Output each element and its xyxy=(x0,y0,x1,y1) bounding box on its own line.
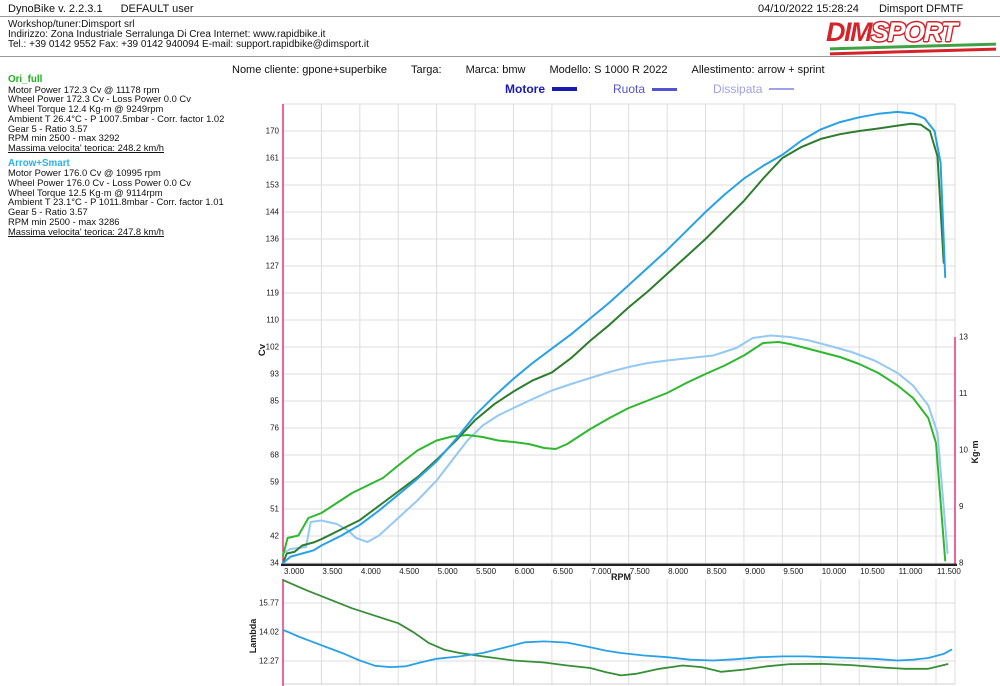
user-label: DEFAULT user xyxy=(120,3,194,15)
workshop-line-2: Indirizzo: Zona Industriale Serralunga D… xyxy=(8,29,326,40)
svg-text:110: 110 xyxy=(266,316,279,325)
svg-text:7.000: 7.000 xyxy=(591,567,612,576)
svg-text:102: 102 xyxy=(266,343,280,352)
workshop-line-1: Workshop/tuner:Dimsport srl xyxy=(8,19,135,30)
legend-motore-label: Motore xyxy=(505,82,545,96)
app-title: DynoBike v. 2.2.3.1 xyxy=(8,3,103,15)
logo-text-dim: DIM xyxy=(826,17,873,47)
dimsport-logo: DIMSPORT xyxy=(826,17,1000,56)
svg-text:5.000: 5.000 xyxy=(438,567,459,576)
svg-text:10.500: 10.500 xyxy=(860,567,885,576)
svg-text:153: 153 xyxy=(266,181,280,190)
curve-legend: Motore Ruota Dissipata xyxy=(505,82,830,96)
logo-divider xyxy=(0,56,1000,57)
client-info-bar: Nome cliente: gpone+superbike Targa: Marca… xyxy=(232,64,849,76)
legend-ruota: Ruota xyxy=(613,82,678,96)
logo-text-sport: SPORT xyxy=(871,17,958,47)
run-max-speed: Massima velocita' teorica: 248.2 km/h xyxy=(8,141,165,153)
svg-text:14.02: 14.02 xyxy=(259,628,280,637)
svg-text:9.500: 9.500 xyxy=(783,567,804,576)
svg-text:7.500: 7.500 xyxy=(630,567,651,576)
svg-text:15.77: 15.77 xyxy=(259,599,280,608)
legend-ruota-label: Ruota xyxy=(613,82,646,96)
run-arrow-smart: Arrow+Smart Motor Power 176.0 Cv @ 10995… xyxy=(8,157,234,237)
device-label: Dimsport DFMTF xyxy=(878,3,964,15)
run-stat-line: Ambient T 23.1°C - P 1011.8mbar - Corr. … xyxy=(8,196,224,208)
svg-text:Lambda: Lambda xyxy=(248,618,258,654)
run-stat-line: Wheel Torque 12.5 Kg·m @ 9114rpm xyxy=(8,186,163,198)
run-stat-line: Ambient T 26.4°C - P 1007.5mbar - Corr. … xyxy=(8,112,225,124)
svg-text:51: 51 xyxy=(270,505,279,514)
run-stat-line: RPM min 2500 - max 3286 xyxy=(8,215,120,227)
legend-ruota-line-swatch xyxy=(652,87,678,91)
svg-text:4.000: 4.000 xyxy=(361,567,382,576)
svg-text:4.500: 4.500 xyxy=(399,567,420,576)
legend-dissipata-line-swatch xyxy=(769,88,795,90)
run-title: Ori_full xyxy=(8,74,43,85)
svg-text:42: 42 xyxy=(270,532,279,541)
svg-text:10.000: 10.000 xyxy=(822,567,847,576)
svg-text:59: 59 xyxy=(270,478,279,487)
svg-text:85: 85 xyxy=(270,397,279,406)
client-setup: Allestimento: arrow + sprint xyxy=(691,64,825,76)
svg-text:11.500: 11.500 xyxy=(937,567,961,576)
svg-text:10: 10 xyxy=(959,446,968,455)
run-stat-line: RPM min 2500 - max 3292 xyxy=(8,132,120,144)
svg-text:3.000: 3.000 xyxy=(284,567,305,576)
client-plate: Targa: xyxy=(411,64,442,76)
header-divider xyxy=(0,16,1000,17)
svg-text:144: 144 xyxy=(266,208,280,217)
workshop-line-3: Tel.: +39 0142 9552 Fax: +39 0142 940094… xyxy=(8,39,369,50)
legend-dissipata: Dissipata xyxy=(713,82,795,96)
run-title: Arrow+Smart xyxy=(8,157,70,169)
run-results-panel: Ori_full Motor Power 172.3 Cv @ 11178 rp… xyxy=(8,75,234,242)
svg-text:11.000: 11.000 xyxy=(899,567,923,576)
svg-text:76: 76 xyxy=(270,424,279,433)
svg-text:6.000: 6.000 xyxy=(514,567,535,576)
svg-text:11: 11 xyxy=(959,389,968,398)
run-stat-line: Motor Power 176.0 Cv @ 10995 rpm xyxy=(8,167,161,179)
title-bar: DynoBike v. 2.2.3.1 DEFAULT user xyxy=(8,3,212,15)
datetime-label: 04/10/2022 15:28:24 xyxy=(758,3,859,15)
svg-text:8: 8 xyxy=(959,559,964,568)
svg-text:161: 161 xyxy=(266,154,280,163)
run-stat-line: Gear 5 - Ratio 3.57 xyxy=(8,206,88,218)
client-brand: Marca: bmw xyxy=(465,64,526,76)
svg-text:93: 93 xyxy=(270,370,279,379)
legend-motore-line-swatch xyxy=(552,87,577,91)
client-name: Nome cliente: gpone+superbike xyxy=(232,64,388,76)
svg-text:8.500: 8.500 xyxy=(707,567,728,576)
run-stat-line: Wheel Power 172.3 Cv - Loss Power 0.0 Cv xyxy=(8,93,191,105)
svg-text:3.500: 3.500 xyxy=(322,567,343,576)
svg-text:136: 136 xyxy=(266,235,280,244)
svg-text:8.000: 8.000 xyxy=(668,567,689,576)
run-stat-line: Motor Power 172.3 Cv @ 11178 rpm xyxy=(8,83,160,95)
legend-dissipata-label: Dissipata xyxy=(713,82,763,96)
run-ori-full: Ori_full Motor Power 172.3 Cv @ 11178 rp… xyxy=(8,75,234,153)
svg-text:127: 127 xyxy=(266,262,280,271)
client-model: Modello: S 1000 R 2022 xyxy=(549,64,668,76)
run-stat-line: Gear 5 - Ratio 3.57 xyxy=(8,122,88,134)
svg-text:5.500: 5.500 xyxy=(476,567,497,576)
legend-motore: Motore xyxy=(505,82,577,96)
run-stat-line: Wheel Power 176.0 Cv - Loss Power 0.0 Cv xyxy=(8,177,191,189)
svg-text:13: 13 xyxy=(959,333,968,342)
run-max-speed: Massima velocita' teorica: 247.8 km/h xyxy=(8,225,165,237)
svg-text:Cv: Cv xyxy=(257,343,268,356)
svg-text:Kg·m: Kg·m xyxy=(970,441,980,464)
workshop-info: Workshop/tuner:Dimsport srl Indirizzo: Z… xyxy=(8,20,369,50)
svg-text:9.000: 9.000 xyxy=(745,567,766,576)
title-bar-right: 04/10/2022 15:28:24 Dimsport DFMTF xyxy=(758,3,983,15)
svg-text:170: 170 xyxy=(266,127,280,136)
svg-text:68: 68 xyxy=(270,451,279,460)
svg-text:RPM: RPM xyxy=(611,572,631,582)
svg-text:12.27: 12.27 xyxy=(259,657,280,666)
svg-text:9: 9 xyxy=(959,502,964,511)
svg-text:34: 34 xyxy=(270,559,279,568)
run-stat-line: Wheel Torque 12.4 Kg·m @ 9249rpm xyxy=(8,103,164,115)
svg-text:6.500: 6.500 xyxy=(553,567,574,576)
svg-text:119: 119 xyxy=(266,289,279,298)
